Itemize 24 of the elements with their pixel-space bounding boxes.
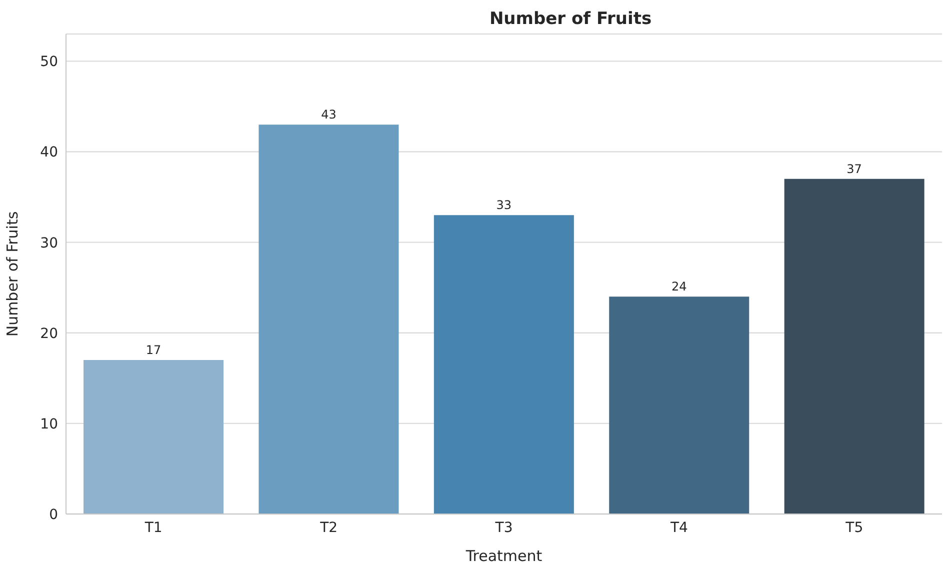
y-tick-label: 40 [40,144,58,161]
x-tick-label: T5 [844,520,864,536]
bar [258,124,399,514]
bar [84,360,224,514]
x-tick-label: T3 [494,520,513,536]
y-tick-label: 10 [40,416,58,432]
y-tick-label: 50 [40,54,58,70]
data-label: 43 [321,108,336,122]
x-tick-label: T2 [319,520,338,536]
x-tick-label: T4 [669,520,688,536]
chart-title: Number of Fruits [489,9,652,29]
y-tick-label: 0 [49,506,58,523]
y-tick-label: 30 [40,235,58,252]
data-label: 33 [496,198,512,212]
data-label: 37 [846,162,862,176]
bar [784,178,924,514]
bar [434,215,574,514]
bar [609,296,750,514]
x-axis-title: Treatment [464,547,542,562]
data-label: 17 [146,343,162,358]
x-tick-label: T1 [144,520,162,536]
y-axis-title: Number of Fruits [3,211,22,337]
y-tick-label: 20 [40,326,58,342]
data-label: 24 [671,280,687,294]
